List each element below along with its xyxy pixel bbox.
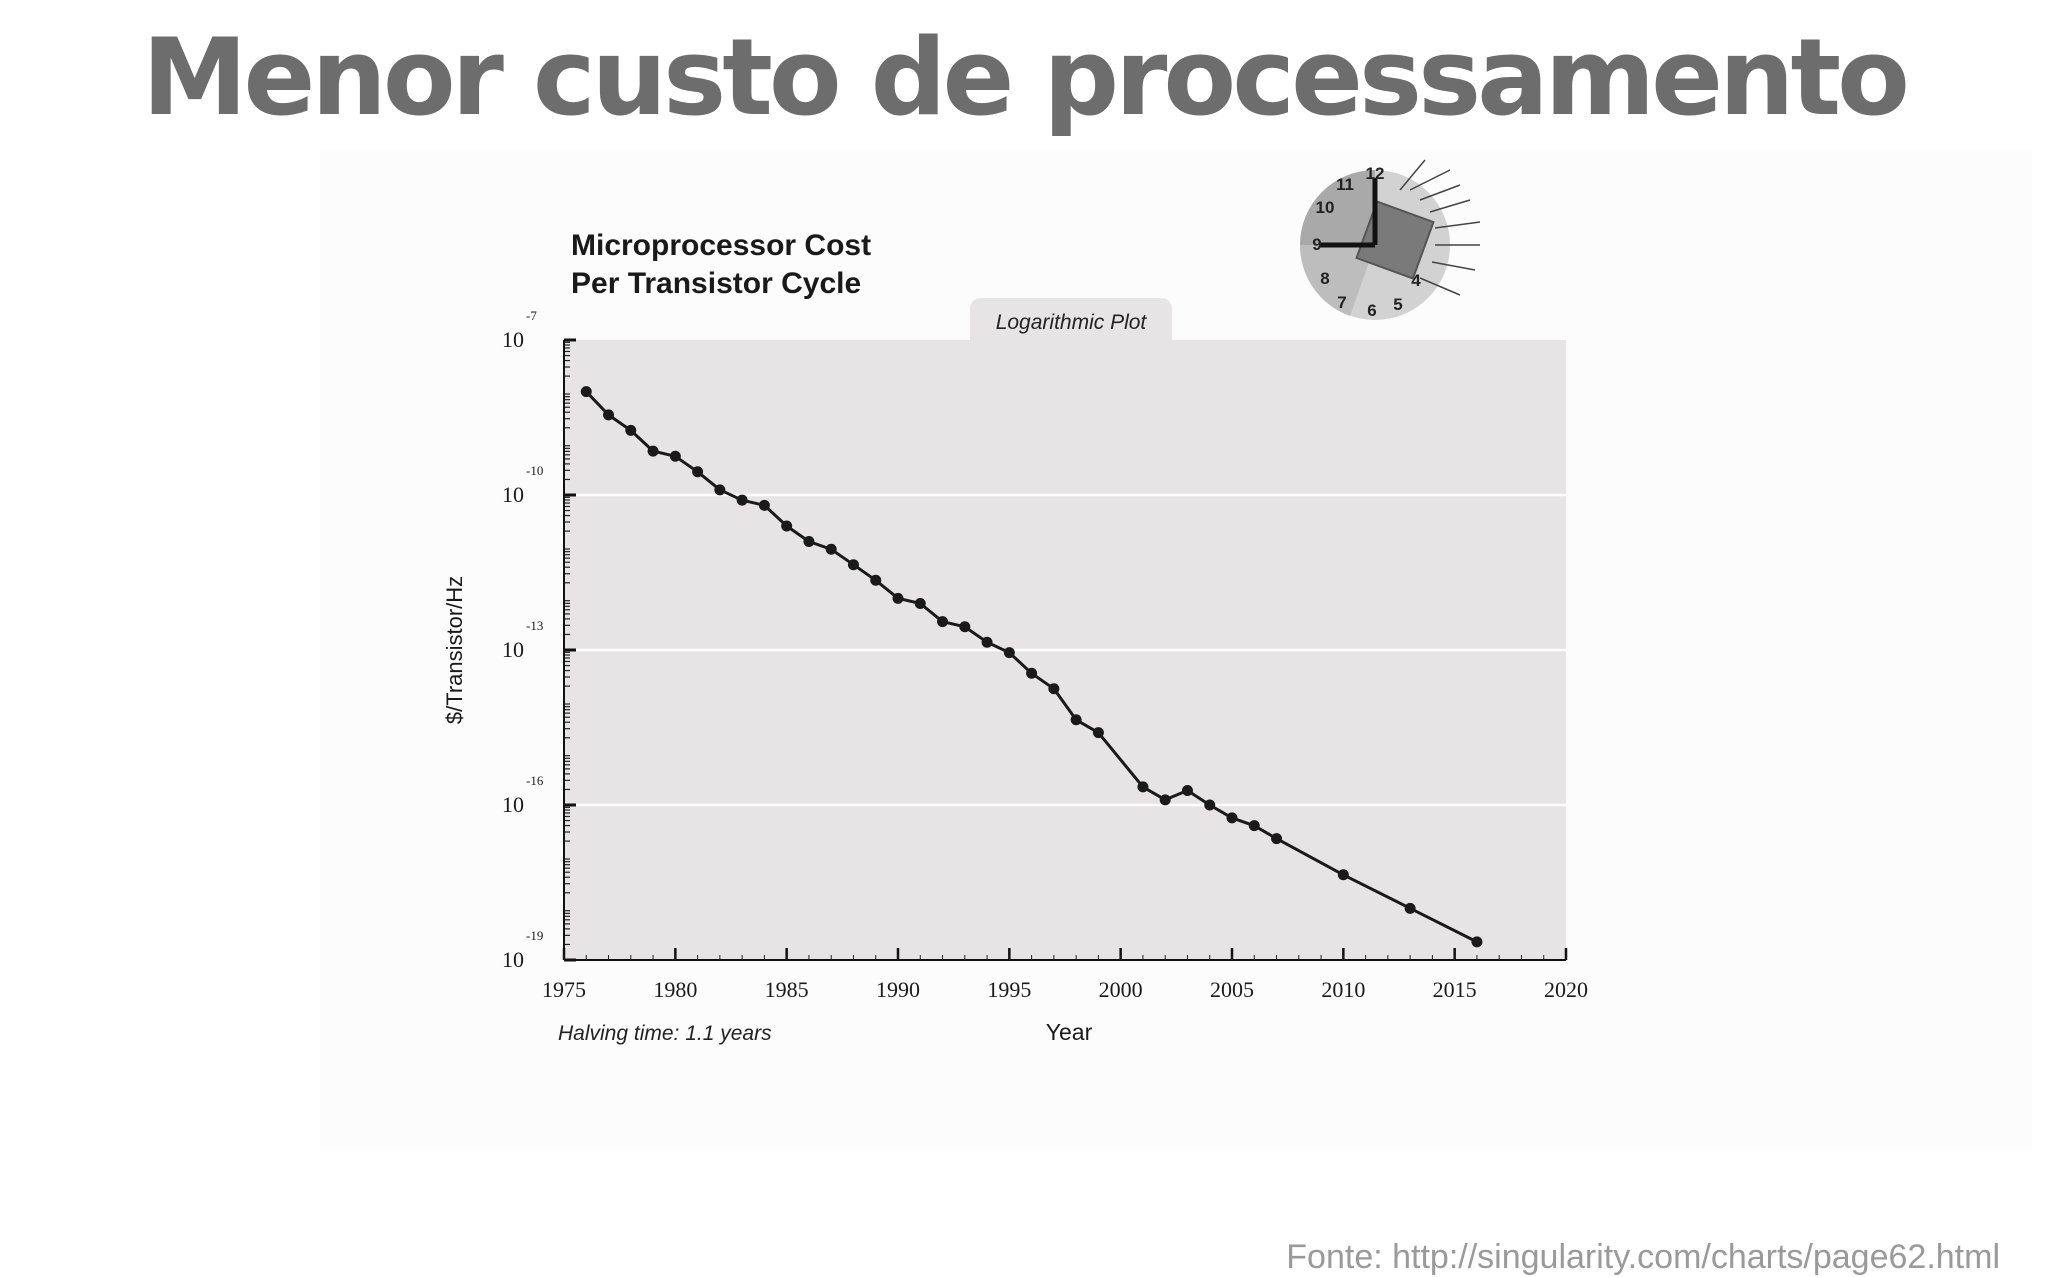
data-point — [1204, 799, 1216, 811]
data-point — [580, 386, 592, 398]
data-point — [1337, 869, 1349, 881]
y-tick-exponent: -13 — [526, 618, 543, 633]
data-point — [803, 536, 815, 547]
data-point — [981, 636, 993, 648]
data-point — [1181, 785, 1193, 797]
data-point — [692, 466, 704, 478]
log-plot-tab — [970, 298, 1172, 342]
clock-number: 9 — [1312, 235, 1321, 254]
data-point — [825, 543, 837, 555]
chart-title-line-2: Per Transistor Cycle — [571, 267, 861, 300]
y-axis-label: $/Transistor/Hz — [442, 576, 467, 724]
x-tick-label: 1985 — [765, 977, 809, 1002]
x-tick-label: 1975 — [542, 977, 586, 1002]
data-point — [625, 424, 637, 436]
clock-number: 10 — [1316, 198, 1335, 217]
data-point — [1092, 727, 1104, 739]
clock-number: 7 — [1337, 293, 1346, 312]
x-tick-labels: 1975 1980 1985 1990 1995 2000 2005 2010 2015 2020 — [542, 977, 1588, 1002]
data-point — [1471, 936, 1483, 948]
clock-number: 4 — [1411, 271, 1421, 290]
y-tick-exponent: -16 — [526, 773, 544, 788]
x-tick-label: 1980 — [653, 977, 697, 1002]
series-line — [585, 390, 1478, 944]
data-point — [1003, 647, 1015, 659]
data-point — [1048, 683, 1060, 695]
clock-number: 12 — [1366, 164, 1385, 183]
y-tick-exponent: -19 — [526, 928, 543, 943]
clock-number: 11 — [1336, 175, 1354, 194]
data-point — [1026, 667, 1038, 679]
y-tick-label: 10 — [502, 327, 524, 352]
data-point — [914, 598, 926, 609]
data-point — [847, 559, 859, 571]
data-point — [1226, 812, 1238, 824]
data-point — [714, 484, 726, 496]
data-point — [781, 520, 793, 532]
x-axis-label: Year — [1046, 1019, 1093, 1045]
data-point — [870, 574, 882, 586]
x-tick-label: 2005 — [1210, 977, 1254, 1002]
y-tick-label: 10 — [502, 637, 524, 662]
data-point — [1248, 820, 1260, 832]
chart-svg: Microprocessor Cost Per Transistor Cycle… — [442, 159, 1588, 1045]
series-layer — [580, 386, 1483, 948]
x-tick-label: 1995 — [987, 977, 1031, 1002]
data-point — [1159, 794, 1171, 806]
chart-title-line-1: Microprocessor Cost — [571, 229, 871, 262]
slide-title: Menor custo de processamento — [141, 16, 1910, 139]
clock-number: 5 — [1393, 295, 1402, 314]
halving-time-note: Halving time: 1.1 years — [558, 1022, 772, 1045]
axis-layer — [562, 338, 1568, 962]
data-point — [937, 616, 949, 628]
x-tick-label: 2015 — [1433, 977, 1477, 1002]
data-point — [647, 445, 659, 457]
data-point — [736, 494, 748, 506]
data-point — [959, 621, 971, 633]
y-tick-exponent: -10 — [526, 463, 543, 478]
chart-figure: Microprocessor Cost Per Transistor Cycle… — [320, 150, 2032, 1276]
clock-number: 8 — [1320, 269, 1329, 288]
source-citation: Fonte: http://singularity.com/charts/pag… — [1286, 1238, 2000, 1276]
x-tick-label: 2010 — [1321, 977, 1365, 1002]
y-tick-label: 10 — [502, 482, 524, 507]
y-tick-label: 10 — [502, 792, 524, 817]
clock-chip-icon: 12 11 10 9 8 7 6 5 4 — [1299, 159, 1481, 320]
data-point — [603, 409, 615, 421]
x-tick-label: 2020 — [1544, 977, 1588, 1002]
y-tick-label: 10 — [502, 947, 524, 972]
x-tick-label: 2000 — [1099, 977, 1143, 1002]
data-point — [1404, 902, 1416, 914]
data-point — [892, 592, 904, 604]
data-point — [1070, 714, 1082, 726]
log-plot-tab-label: Logarithmic Plot — [996, 311, 1148, 334]
data-point — [669, 450, 681, 462]
data-point — [1137, 781, 1149, 793]
clock-number: 6 — [1367, 301, 1376, 320]
x-tick-label: 1990 — [876, 977, 920, 1002]
y-tick-exponent: -7 — [526, 308, 537, 323]
data-point — [758, 499, 770, 511]
data-point — [1271, 833, 1283, 845]
